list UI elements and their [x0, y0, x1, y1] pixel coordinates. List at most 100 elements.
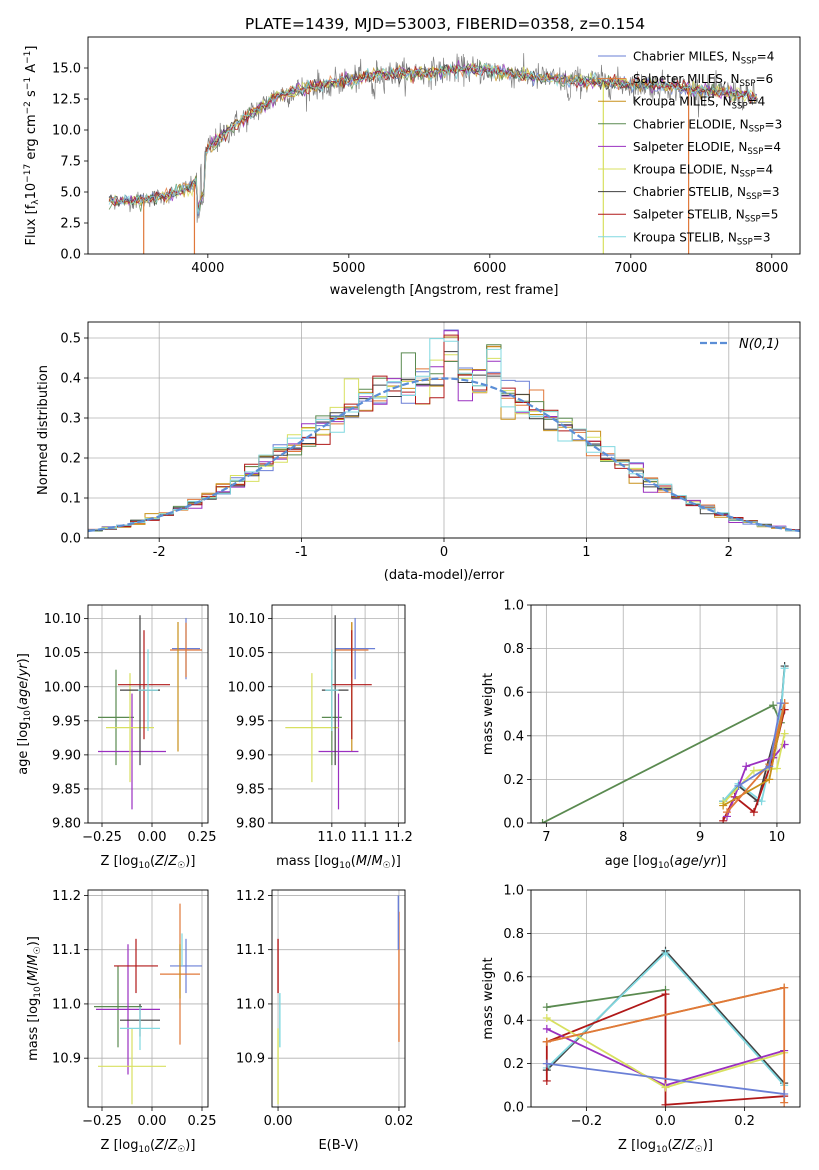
- normal-curve: [88, 377, 800, 533]
- axes-frame: −0.25 0.00 0.25 9.80 9.85 9.90 9.95 10.00 10.05 1…: [44, 604, 217, 845]
- grid: [531, 604, 800, 824]
- x-tick-label: 7: [542, 830, 550, 845]
- x-axis-label: Z [log10(Z/Z☉)]: [101, 1138, 196, 1155]
- plot-area: [98, 615, 202, 810]
- y-tick-label: 11.1: [236, 943, 265, 958]
- y-tick-label: 10.9: [236, 1052, 265, 1067]
- y-tick-label: 0.3: [60, 412, 81, 427]
- x-tick-label: 0.2: [734, 1114, 755, 1129]
- axes-frame: -2 -1 0 1 2 0.0 0.1 0.2 0.3 0.4 0.5: [60, 321, 801, 560]
- weight-marker: [542, 1076, 551, 1085]
- x-tick-label: 8: [619, 830, 627, 845]
- plot-weight_vs_Z: −0.2 0.0 0.2 0.0 0.2 0.4 0.6 0.8 1.0 Z [log10(Z/Z…: [481, 884, 801, 1155]
- axes-frame: 0.00 0.02 10.9 11.0 11.1 11.2: [236, 889, 413, 1129]
- weight-marker: [765, 762, 774, 771]
- plot-spectrum: 4000 5000 6000 7000 8000 0.0 2.5 5.0 7.5 10.0 12.5…: [23, 36, 801, 298]
- x-tick-label: 5000: [332, 261, 365, 276]
- y-tick-label: 9.85: [52, 782, 81, 797]
- x-tick-label: 8000: [755, 261, 788, 276]
- weight-line: [726, 743, 786, 817]
- axes-frame: −0.25 0.00 0.25 10.9 11.0 11.1 11.2: [52, 889, 216, 1129]
- axes-border: [530, 604, 801, 824]
- weight-marker: [719, 816, 728, 823]
- y-tick-label: 0.6: [503, 686, 524, 701]
- x-tick-label: 9: [696, 830, 704, 845]
- spectrum-model-line: [108, 63, 757, 210]
- histogram-step: [88, 338, 800, 533]
- x-tick-label: 0.25: [188, 830, 217, 845]
- plot-age_vs_Z: −0.25 0.00 0.25 9.80 9.85 9.90 9.95 10.00 10.05 1…: [16, 604, 217, 871]
- y-tick-label: 0.8: [503, 642, 524, 657]
- axes-frame: 11.0 11.1 11.2 9.80 9.85 9.90 9.95 10.00 10.05 10…: [228, 604, 413, 845]
- weight-marker: [742, 762, 751, 771]
- weight-marker: [661, 1083, 670, 1092]
- weight-marker: [780, 983, 789, 992]
- weight-marker: [734, 781, 743, 790]
- y-axis-label: Normed distribution: [36, 365, 51, 495]
- spectrum-data-line: [108, 53, 759, 223]
- spectrum-model-line: [108, 62, 757, 212]
- weight-marker: [542, 1014, 551, 1023]
- weight-marker: [780, 1098, 789, 1107]
- weight-marker: [661, 948, 670, 957]
- y-tick-label: 0.0: [503, 817, 524, 832]
- y-tick-label: 10.0: [52, 124, 81, 139]
- x-axis-label: age [log10(age/yr)]: [605, 854, 727, 871]
- x-axis-label: E(B-V): [318, 1138, 358, 1153]
- weight-marker: [757, 797, 766, 806]
- weight-marker: [776, 699, 785, 708]
- weight-marker: [749, 808, 758, 817]
- y-axis-label: age [log10(age/yr)]: [16, 653, 33, 775]
- y-tick-label: 10.10: [228, 612, 265, 627]
- legend-entry: Salpeter MILES, NSSP=6: [633, 72, 773, 89]
- y-tick-label: 0.4: [60, 372, 81, 387]
- y-tick-label: 0.0: [503, 1101, 524, 1116]
- y-tick-label: 10.00: [228, 680, 265, 695]
- plot-area: [285, 615, 376, 810]
- y-tick-label: 11.2: [52, 889, 81, 904]
- axes-border: [271, 604, 406, 824]
- legend-entry: Salpeter ELODIE, NSSP=4: [633, 140, 781, 157]
- x-tick-label: 0.00: [138, 1114, 167, 1129]
- x-axis-label: Z [log10(Z/Z☉)]: [101, 854, 196, 871]
- plot-residuals: -2 -1 0 1 2 0.0 0.1 0.2 0.3 0.4 0.5 (data-model)/er…: [36, 321, 801, 583]
- axes-border: [87, 36, 801, 255]
- plot-age_vs_mass: 11.0 11.1 11.2 9.80 9.85 9.90 9.95 10.00 10.05 10…: [228, 604, 413, 871]
- weight-marker: [542, 1059, 551, 1068]
- y-tick-label: 1.0: [503, 599, 524, 614]
- weight-marker: [661, 1100, 670, 1107]
- axes-border: [530, 889, 801, 1108]
- axes-border: [87, 321, 801, 539]
- y-tick-label: 0.8: [503, 927, 524, 942]
- weight-marker: [765, 775, 774, 784]
- axes-border: [87, 604, 209, 824]
- legend-entry: Chabrier STELIB, NSSP=3: [633, 185, 780, 202]
- x-tick-label: 11.0: [317, 830, 346, 845]
- x-tick-label: 2: [725, 545, 733, 560]
- weight-line: [546, 988, 666, 1009]
- legend-entry: Chabrier MILES, NSSP=4: [633, 50, 774, 67]
- y-tick-label: 1.0: [503, 884, 524, 899]
- plot-area: [88, 329, 800, 533]
- weight-line: [546, 1062, 785, 1095]
- x-axis-label: wavelength [Angstrom, rest frame]: [330, 283, 559, 298]
- x-tick-label: 1: [582, 545, 590, 560]
- x-tick-label: 6000: [473, 261, 506, 276]
- weight-marker: [780, 729, 789, 738]
- x-tick-label: 11.2: [384, 830, 413, 845]
- weight-marker: [780, 664, 789, 673]
- x-tick-label: 0.00: [264, 1114, 293, 1129]
- plot-mass_vs_Z: −0.25 0.00 0.25 10.9 11.0 11.1 11.2 Z [log10(Z/…: [26, 889, 216, 1155]
- legend-entry: Kroupa MILES, NSSP=4: [633, 95, 765, 112]
- y-tick-label: 2.5: [60, 217, 81, 232]
- x-axis-label: mass [log10(M/M☉)]: [276, 854, 401, 871]
- y-tick-label: 10.9: [52, 1052, 81, 1067]
- x-tick-label: 0.25: [188, 1114, 217, 1129]
- y-tick-label: 7.5: [60, 155, 81, 170]
- y-tick-label: 12.5: [52, 93, 81, 108]
- plot-mass_vs_ebv: 0.00 0.02 10.9 11.0 11.1 11.2 E(B-V): [236, 889, 413, 1153]
- y-tick-label: 9.90: [52, 748, 81, 763]
- weight-marker: [772, 764, 781, 773]
- y-tick-label: 9.90: [236, 748, 265, 763]
